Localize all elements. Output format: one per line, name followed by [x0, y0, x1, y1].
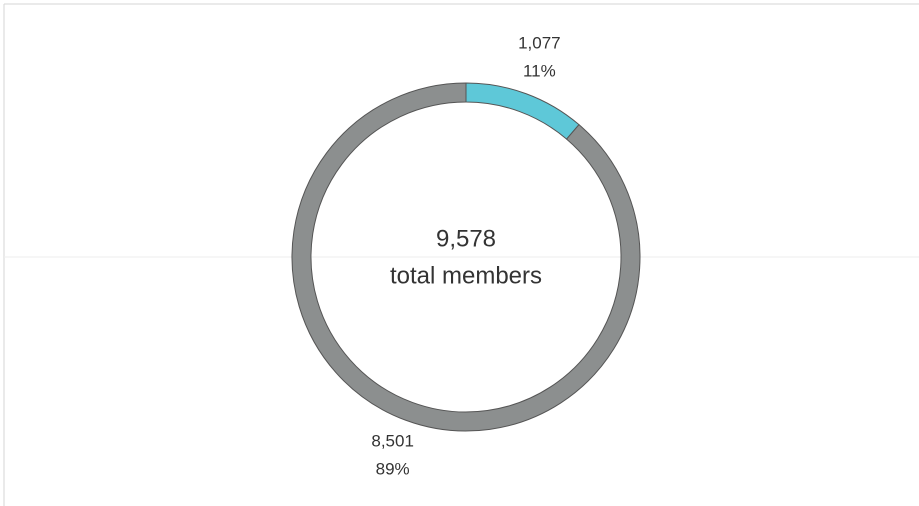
- value-label: 8,501: [371, 431, 414, 450]
- donut-segment: [465, 82, 580, 140]
- value-label: 1,077: [518, 34, 561, 53]
- center-value: 9,578: [436, 225, 496, 252]
- donut: [291, 82, 641, 432]
- percent-label: 11%: [523, 62, 556, 81]
- center-text: total members: [390, 262, 542, 289]
- donut-segment: [291, 82, 641, 432]
- percent-label: 89%: [376, 459, 410, 478]
